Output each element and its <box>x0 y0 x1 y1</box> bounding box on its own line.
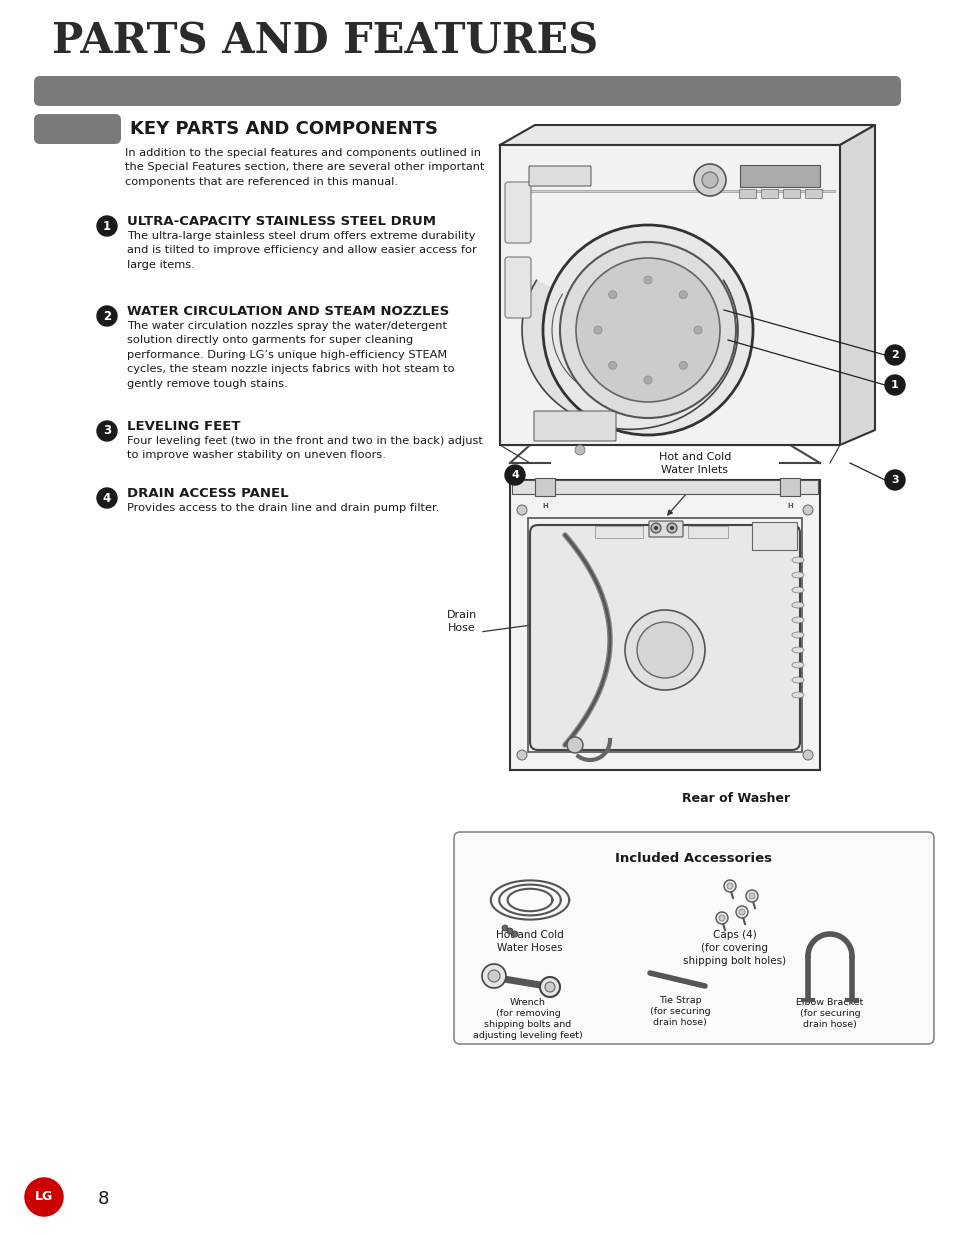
FancyBboxPatch shape <box>739 189 756 199</box>
Circle shape <box>501 925 507 931</box>
FancyBboxPatch shape <box>804 189 821 199</box>
Text: 1: 1 <box>103 220 111 232</box>
Circle shape <box>884 471 904 490</box>
Circle shape <box>643 375 651 384</box>
Circle shape <box>716 911 727 924</box>
Circle shape <box>488 969 499 982</box>
Circle shape <box>576 258 720 403</box>
Circle shape <box>481 965 505 988</box>
Text: LG: LG <box>35 1191 53 1203</box>
Ellipse shape <box>791 618 803 622</box>
Circle shape <box>608 290 616 299</box>
FancyBboxPatch shape <box>530 525 800 750</box>
Circle shape <box>512 931 517 937</box>
Circle shape <box>679 290 686 299</box>
FancyBboxPatch shape <box>34 77 900 106</box>
Circle shape <box>748 893 754 899</box>
Text: Rear of Washer: Rear of Washer <box>681 792 789 805</box>
Text: 8: 8 <box>98 1191 110 1208</box>
Text: Hot and Cold
Water Hoses: Hot and Cold Water Hoses <box>496 930 563 952</box>
Circle shape <box>884 345 904 366</box>
Ellipse shape <box>791 632 803 638</box>
FancyBboxPatch shape <box>595 526 642 538</box>
Circle shape <box>517 750 526 760</box>
FancyBboxPatch shape <box>760 189 778 199</box>
Circle shape <box>884 375 904 395</box>
Text: Wrench
(for removing
shipping bolts and
adjusting leveling feet): Wrench (for removing shipping bolts and … <box>473 998 582 1040</box>
Circle shape <box>566 737 582 753</box>
Text: H: H <box>786 503 792 509</box>
Polygon shape <box>521 280 738 430</box>
Text: 3: 3 <box>890 475 898 485</box>
Text: Four leveling feet (two in the front and two in the back) adjust
to improve wash: Four leveling feet (two in the front and… <box>127 436 482 461</box>
Text: 4: 4 <box>103 492 111 505</box>
Text: Drain
Hose: Drain Hose <box>446 610 476 634</box>
Text: KEY PARTS AND COMPONENTS: KEY PARTS AND COMPONENTS <box>130 120 437 138</box>
Ellipse shape <box>791 647 803 653</box>
Circle shape <box>726 883 732 889</box>
FancyBboxPatch shape <box>504 257 531 317</box>
FancyBboxPatch shape <box>751 522 796 550</box>
Circle shape <box>739 909 744 915</box>
Circle shape <box>539 977 559 997</box>
Text: PARTS AND FEATURES: PARTS AND FEATURES <box>52 20 598 62</box>
Circle shape <box>506 927 513 934</box>
Ellipse shape <box>791 692 803 698</box>
Circle shape <box>594 326 601 333</box>
FancyBboxPatch shape <box>34 114 121 144</box>
Text: The water circulation nozzles spray the water/detergent
solution directly onto g: The water circulation nozzles spray the … <box>127 321 455 389</box>
Ellipse shape <box>791 601 803 608</box>
Text: LEVELING FEET: LEVELING FEET <box>127 420 240 433</box>
Ellipse shape <box>791 572 803 578</box>
Polygon shape <box>499 125 874 144</box>
Ellipse shape <box>791 677 803 683</box>
Circle shape <box>693 326 701 333</box>
FancyBboxPatch shape <box>510 480 820 769</box>
Circle shape <box>544 982 555 992</box>
FancyBboxPatch shape <box>648 521 682 537</box>
Circle shape <box>575 445 584 454</box>
Circle shape <box>666 522 677 534</box>
Text: Included Accessories: Included Accessories <box>615 852 772 864</box>
Text: ULTRA-CAPACITY STAINLESS STEEL DRUM: ULTRA-CAPACITY STAINLESS STEEL DRUM <box>127 215 436 228</box>
Circle shape <box>624 610 704 690</box>
Text: Tie Strap
(for securing
drain hose): Tie Strap (for securing drain hose) <box>649 995 710 1028</box>
Circle shape <box>650 522 660 534</box>
Text: 4: 4 <box>511 471 518 480</box>
Text: DRAIN ACCESS PANEL: DRAIN ACCESS PANEL <box>127 487 289 500</box>
Circle shape <box>504 466 524 485</box>
Circle shape <box>669 526 673 530</box>
FancyBboxPatch shape <box>454 832 933 1044</box>
Circle shape <box>97 306 117 326</box>
Circle shape <box>654 526 658 530</box>
Circle shape <box>679 362 686 369</box>
Text: 1: 1 <box>890 380 898 390</box>
FancyBboxPatch shape <box>512 480 817 494</box>
Circle shape <box>802 750 812 760</box>
Text: Hot and Cold
Water Inlets: Hot and Cold Water Inlets <box>659 452 730 475</box>
Circle shape <box>643 275 651 284</box>
Ellipse shape <box>791 557 803 563</box>
Circle shape <box>745 890 758 902</box>
FancyBboxPatch shape <box>529 165 590 186</box>
Text: Elbow Bracket
(for securing
drain hose): Elbow Bracket (for securing drain hose) <box>796 998 862 1029</box>
Ellipse shape <box>791 587 803 593</box>
Circle shape <box>559 242 735 417</box>
Text: 2: 2 <box>103 310 111 322</box>
Text: Caps (4)
(for covering
shipping bolt holes): Caps (4) (for covering shipping bolt hol… <box>682 930 785 966</box>
Circle shape <box>542 225 752 435</box>
FancyBboxPatch shape <box>780 478 800 496</box>
Text: In addition to the special features and components outlined in
the Special Featu: In addition to the special features and … <box>125 148 484 186</box>
Circle shape <box>608 362 616 369</box>
Circle shape <box>719 915 724 921</box>
Polygon shape <box>499 144 840 445</box>
Circle shape <box>517 505 526 515</box>
FancyBboxPatch shape <box>687 526 727 538</box>
Circle shape <box>802 505 812 515</box>
Text: H: H <box>541 503 547 509</box>
FancyBboxPatch shape <box>534 411 616 441</box>
FancyBboxPatch shape <box>504 190 834 191</box>
Text: Provides access to the drain line and drain pump filter.: Provides access to the drain line and dr… <box>127 503 439 513</box>
Polygon shape <box>840 125 874 445</box>
Circle shape <box>26 1179 62 1215</box>
